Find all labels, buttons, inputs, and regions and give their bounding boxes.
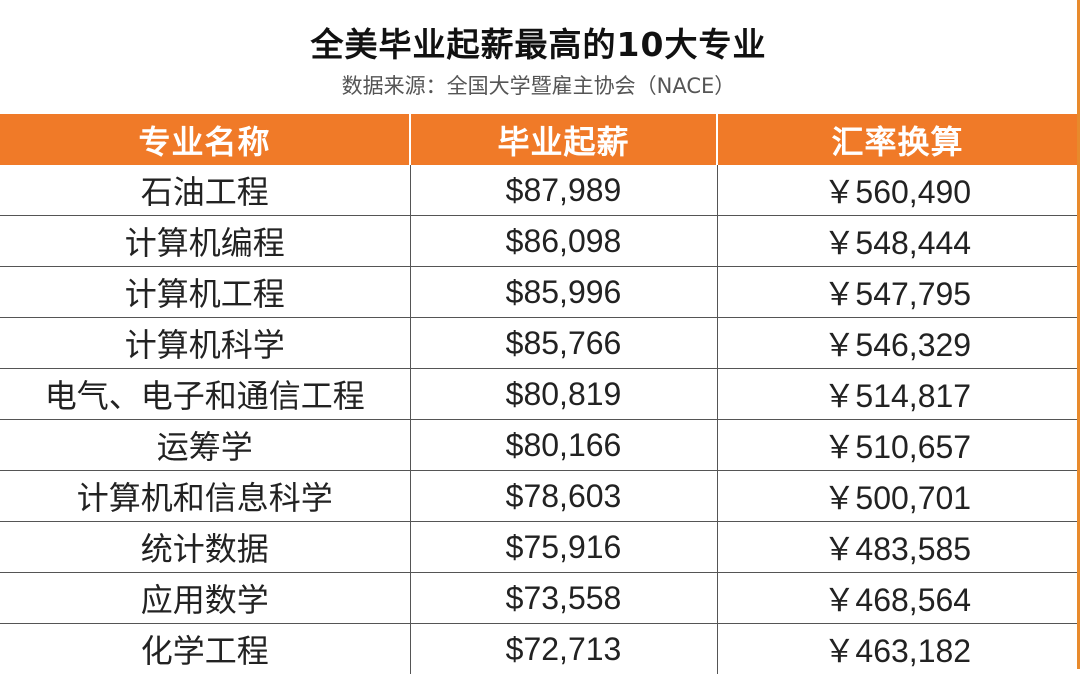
salary-usd-cell: $80,819 — [410, 369, 717, 420]
salary-cny-cell: ￥546,329 — [717, 318, 1077, 369]
salary-cny-cell: ￥510,657 — [717, 420, 1077, 471]
table-row: 统计数据 $75,916 ￥483,585 — [0, 522, 1077, 573]
major-cell: 计算机编程 — [0, 216, 410, 267]
table-row: 电气、电子和通信工程 $80,819 ￥514,817 — [0, 369, 1077, 420]
salary-cny-cell: ￥500,701 — [717, 471, 1077, 522]
column-header-major: 专业名称 — [0, 115, 410, 166]
major-cell: 计算机科学 — [0, 318, 410, 369]
table-row: 计算机科学 $85,766 ￥546,329 — [0, 318, 1077, 369]
table-row: 运筹学 $80,166 ￥510,657 — [0, 420, 1077, 471]
major-cell: 计算机工程 — [0, 267, 410, 318]
salary-cny-cell: ￥547,795 — [717, 267, 1077, 318]
salary-usd-cell: $72,713 — [410, 624, 717, 674]
salary-usd-cell: $80,166 — [410, 420, 717, 471]
major-cell: 计算机和信息科学 — [0, 471, 410, 522]
major-cell: 统计数据 — [0, 522, 410, 573]
table-row: 计算机工程 $85,996 ￥547,795 — [0, 267, 1077, 318]
major-cell: 运筹学 — [0, 420, 410, 471]
salary-cny-cell: ￥548,444 — [717, 216, 1077, 267]
header: 全美毕业起薪最高的10大专业 数据来源：全国大学暨雇主协会（NACE） — [0, 0, 1077, 114]
table-row: 计算机编程 $86,098 ￥548,444 — [0, 216, 1077, 267]
table-row: 石油工程 $87,989 ￥560,490 — [0, 165, 1077, 216]
table-row: 计算机和信息科学 $78,603 ￥500,701 — [0, 471, 1077, 522]
salary-usd-cell: $86,098 — [410, 216, 717, 267]
salary-usd-cell: $85,996 — [410, 267, 717, 318]
salary-table: 专业名称 毕业起薪 汇率换算 石油工程 $87,989 ￥560,490 计算机… — [0, 114, 1077, 674]
page-subtitle: 数据来源：全国大学暨雇主协会（NACE） — [0, 70, 1077, 100]
salary-cny-cell: ￥483,585 — [717, 522, 1077, 573]
column-header-exchange-conversion: 汇率换算 — [717, 115, 1077, 166]
column-header-starting-salary: 毕业起薪 — [410, 115, 717, 166]
salary-usd-cell: $78,603 — [410, 471, 717, 522]
salary-usd-cell: $85,766 — [410, 318, 717, 369]
table-header-row: 专业名称 毕业起薪 汇率换算 — [0, 115, 1077, 166]
salary-usd-cell: $87,989 — [410, 165, 717, 216]
salary-cny-cell: ￥468,564 — [717, 573, 1077, 624]
major-cell: 化学工程 — [0, 624, 410, 674]
salary-usd-cell: $75,916 — [410, 522, 717, 573]
table-row: 化学工程 $72,713 ￥463,182 — [0, 624, 1077, 674]
salary-cny-cell: ￥463,182 — [717, 624, 1077, 674]
salary-cny-cell: ￥560,490 — [717, 165, 1077, 216]
salary-usd-cell: $73,558 — [410, 573, 717, 624]
page-title: 全美毕业起薪最高的10大专业 — [0, 18, 1077, 66]
major-cell: 应用数学 — [0, 573, 410, 624]
major-cell: 电气、电子和通信工程 — [0, 369, 410, 420]
major-cell: 石油工程 — [0, 165, 410, 216]
table-row: 应用数学 $73,558 ￥468,564 — [0, 573, 1077, 624]
salary-cny-cell: ￥514,817 — [717, 369, 1077, 420]
